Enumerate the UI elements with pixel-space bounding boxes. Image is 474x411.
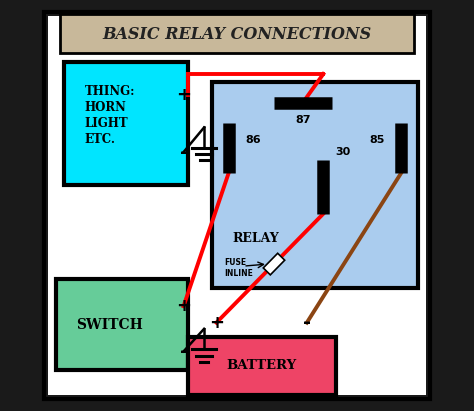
Text: BATTERY: BATTERY bbox=[227, 359, 297, 372]
Text: BASIC RELAY CONNECTIONS: BASIC RELAY CONNECTIONS bbox=[102, 25, 372, 43]
Text: +: + bbox=[176, 297, 191, 315]
Text: 87: 87 bbox=[295, 115, 310, 125]
Text: -: - bbox=[303, 313, 311, 332]
Text: -: - bbox=[180, 143, 188, 162]
Text: -: - bbox=[180, 342, 188, 361]
Text: 86: 86 bbox=[245, 135, 261, 145]
Text: +: + bbox=[209, 314, 224, 332]
Text: SWITCH: SWITCH bbox=[76, 318, 143, 332]
Bar bbox=[188, 337, 336, 395]
Bar bbox=[64, 62, 188, 185]
Text: FUSE
INLINE: FUSE INLINE bbox=[225, 259, 254, 278]
Text: +: + bbox=[176, 85, 191, 104]
Bar bbox=[60, 14, 414, 53]
Bar bbox=[263, 253, 285, 275]
Bar bbox=[56, 279, 188, 370]
Text: 85: 85 bbox=[370, 135, 385, 145]
Text: 30: 30 bbox=[336, 147, 351, 157]
Text: RELAY: RELAY bbox=[233, 232, 280, 245]
Text: THING:
HORN
LIGHT
ETC.: THING: HORN LIGHT ETC. bbox=[85, 85, 136, 145]
Bar bbox=[212, 82, 418, 288]
